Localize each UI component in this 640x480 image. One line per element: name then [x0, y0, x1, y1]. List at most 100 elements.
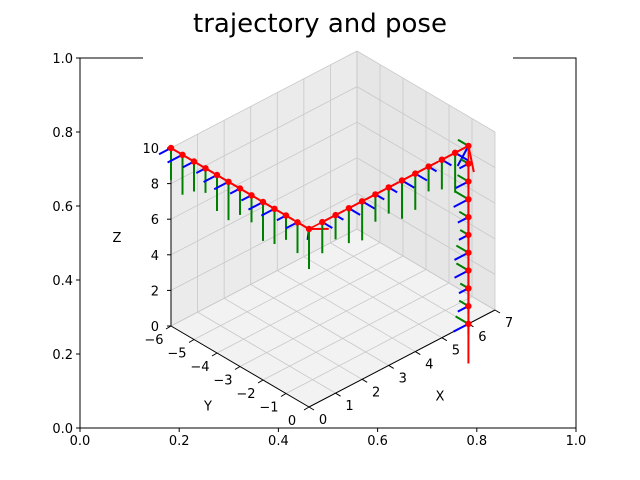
trajectory-point	[451, 149, 459, 156]
x-tick-3d	[361, 378, 368, 383]
axes-3d: 0 1 2 3 4 5 6 7 −6 −5 −4 −3 −2 −1 0 0 2 4 6 8 10 X Y Z	[113, 50, 514, 429]
x-tick-label-3d: 2	[372, 385, 380, 400]
trajectory-point	[259, 198, 267, 206]
trajectory-point	[179, 151, 186, 158]
y-tick-label-3d: −6	[144, 333, 163, 348]
x-tick-label-2d: 0.2	[169, 434, 190, 449]
grid-line-z-side	[356, 193, 496, 275]
z-tick-label-3d: 10	[142, 142, 159, 157]
x-tick-label-3d: 5	[452, 344, 460, 359]
x-tick-3d	[415, 351, 421, 356]
trajectory-point	[465, 302, 472, 310]
y-tick-3d	[303, 406, 310, 411]
back-pane-y	[171, 51, 357, 326]
trajectory-point	[465, 213, 472, 221]
x-tick-3d	[494, 309, 501, 314]
y-tick-label-2d: 0.4	[52, 274, 73, 289]
x-tick-label-3d: 1	[345, 399, 353, 414]
trajectory-point	[248, 192, 255, 199]
trajectory-point	[202, 165, 209, 172]
trajectory-point	[465, 160, 472, 167]
x-tick-3d	[335, 392, 341, 397]
y-axis-label: Y	[203, 400, 212, 415]
trajectory-point	[167, 144, 175, 152]
trajectory-point	[225, 178, 232, 185]
axes-frame-gap	[143, 54, 513, 62]
trajectory-point	[465, 142, 472, 150]
y-tick-label-3d: −3	[213, 374, 232, 389]
x-tick-label-3d: 0	[319, 413, 327, 428]
trajectory-point	[190, 158, 198, 165]
trajectory-point	[465, 178, 472, 185]
z-tick-label-3d: 0	[151, 320, 159, 335]
trajectory-point	[332, 211, 339, 219]
z-tick-label-3d: 4	[151, 249, 159, 264]
x-axis-label: X	[436, 390, 445, 405]
trajectory-point	[282, 212, 290, 219]
grid-line-z-back	[170, 86, 358, 184]
x-axis-2d: 0.0 0.2 0.4 0.6 0.8 1.0	[70, 428, 587, 449]
trajectory-point	[213, 171, 221, 179]
trajectory-point	[398, 177, 406, 184]
x-tick-3d	[441, 337, 448, 342]
chart-title: trajectory and pose	[193, 9, 447, 39]
trajectory-point	[465, 267, 472, 274]
grid-line-y-floor	[239, 269, 427, 367]
y-tick-3d	[188, 339, 195, 343]
trajectory-point	[372, 191, 379, 198]
y-tick-label-3d: −4	[190, 360, 209, 375]
grid-line-y-floor	[193, 242, 381, 340]
x-tick-label-2d: 0.0	[70, 434, 91, 449]
y-tick-label-2d: 0.6	[52, 200, 73, 215]
trajectory-point	[236, 185, 244, 192]
z-axis-label: Z	[113, 231, 122, 246]
x-tick-3d	[308, 406, 315, 411]
y-tick-label-3d: 0	[288, 414, 296, 429]
trajectory-point	[465, 249, 472, 256]
x-tick-label-3d: 7	[505, 316, 513, 331]
y-tick-label-3d: −1	[259, 401, 278, 416]
grid-line-z-side	[356, 86, 496, 168]
trajectory-point	[465, 320, 472, 328]
trajectory-point	[465, 285, 472, 292]
y-tick-label-2d: 0.2	[52, 348, 73, 363]
trajectory-point	[465, 231, 472, 239]
grid-line-z-back	[170, 121, 358, 220]
y-tick-label-3d: −2	[236, 387, 255, 402]
grid-line-y-floor	[285, 296, 473, 394]
pose-axis-x	[467, 145, 475, 173]
grid-line-z-side	[356, 50, 496, 133]
trajectory-point	[345, 205, 353, 212]
x-tick-label-2d: 0.4	[268, 434, 289, 449]
y-tick-3d	[211, 352, 218, 357]
trajectory-point	[425, 163, 432, 170]
trajectory-point	[319, 218, 326, 226]
x-tick-label-2d: 0.6	[367, 434, 388, 449]
x-tick-label-3d: 4	[425, 358, 433, 373]
grid-line-z-side	[356, 228, 496, 311]
y-tick-label-3d: −5	[167, 347, 186, 362]
x-tick-3d	[388, 364, 394, 369]
trajectory-point	[294, 219, 301, 226]
grid-line-z-side	[356, 157, 496, 240]
y-tick-label-2d: 0.8	[52, 126, 73, 141]
x-tick-label-3d: 6	[478, 330, 486, 345]
y-tick-3d	[257, 379, 264, 384]
trajectory-point	[412, 170, 419, 177]
x-tick-label-2d: 1.0	[566, 434, 587, 449]
trajectory-point	[271, 205, 278, 212]
x-tick-label-2d: 0.8	[466, 434, 487, 449]
pose-axis-z	[456, 145, 470, 167]
background-2d-axes: 0.0 0.2 0.4 0.6 0.8 1.0 0.0 0.2 0.4 0.6 0.8 1.0	[52, 52, 586, 449]
x-tick-label-3d: 3	[399, 371, 407, 386]
grid-line-y-floor	[262, 282, 450, 381]
trajectory-point	[385, 184, 392, 191]
z-tick-label-3d: 8	[151, 178, 159, 193]
trajectory	[167, 142, 472, 328]
grid-line-z-back	[170, 50, 358, 149]
y-tick-3d	[234, 366, 241, 370]
grid-line-y-floor	[216, 255, 404, 354]
tick-labels-3d: 0 1 2 3 4 5 6 7 −6 −5 −4 −3 −2 −1 0 0 2 4 6 8 10 X Y Z	[113, 142, 514, 429]
grid-line-z-back	[170, 193, 358, 291]
